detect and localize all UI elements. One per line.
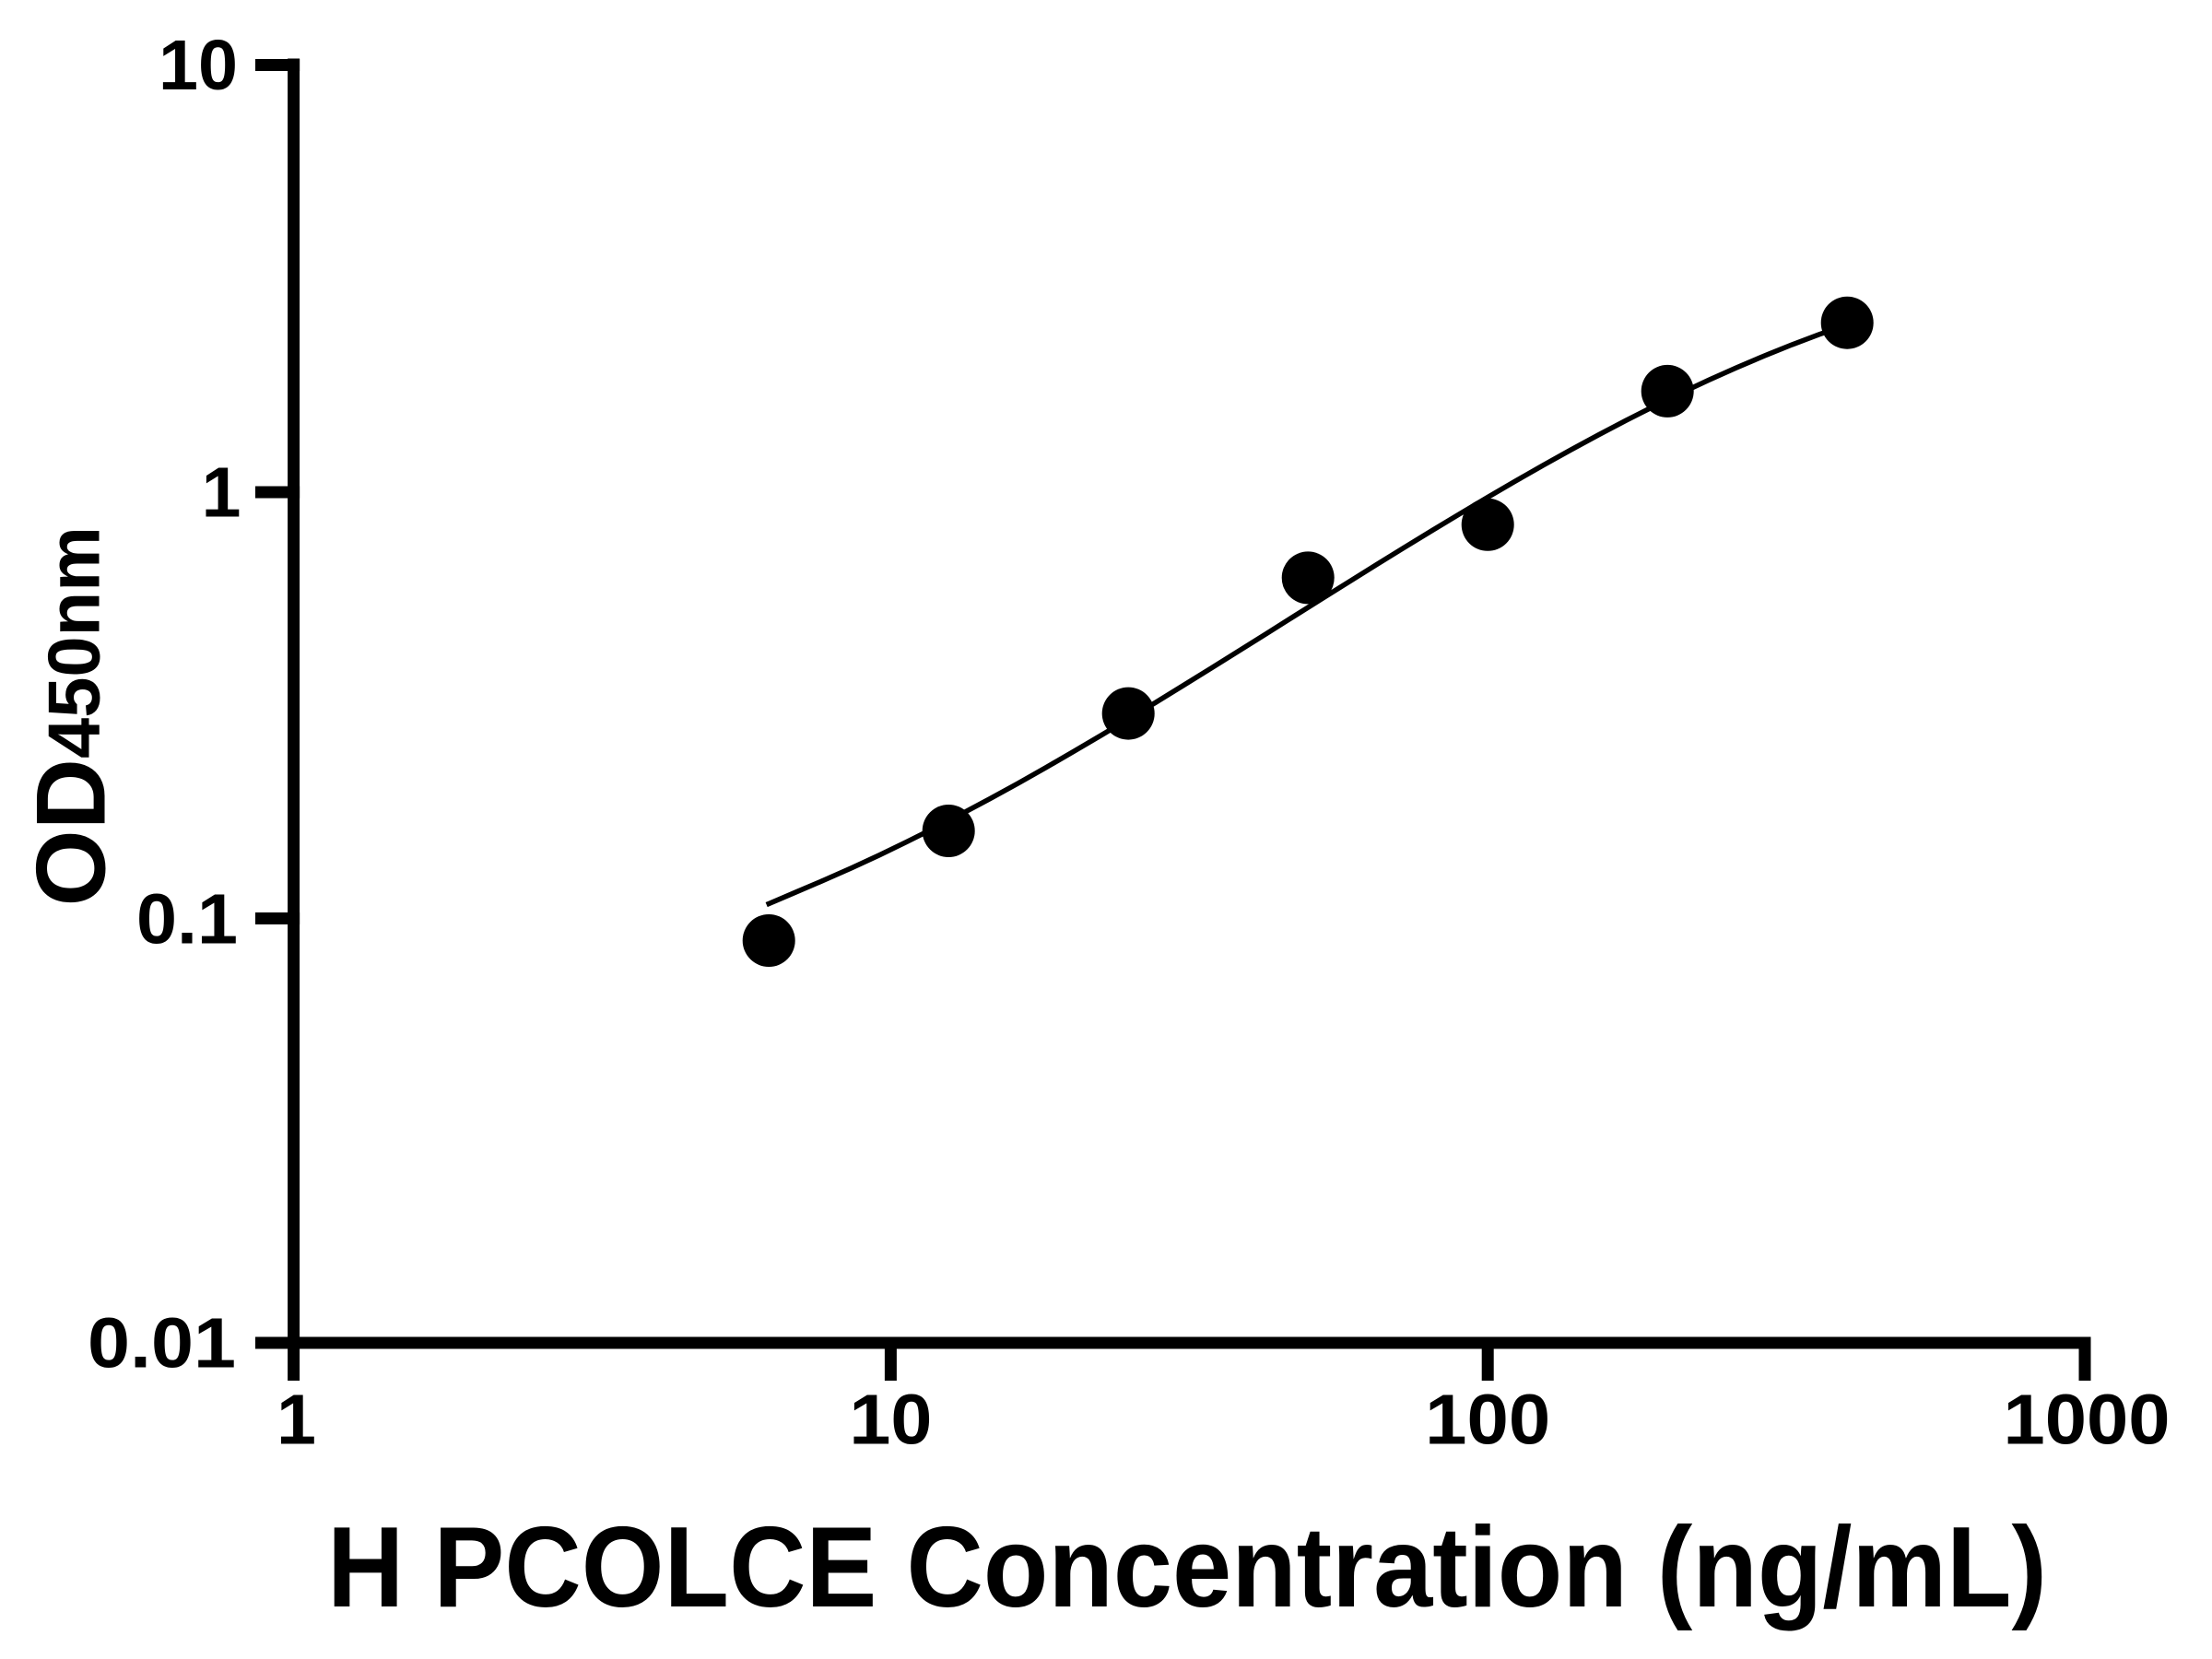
svg-text:10: 10: [849, 1381, 932, 1460]
svg-text:H PCOLCE Concentration (ng/mL): H PCOLCE Concentration (ng/mL): [327, 1504, 2047, 1631]
svg-text:0.01: 0.01: [88, 1304, 236, 1383]
svg-text:100: 100: [1425, 1381, 1550, 1460]
svg-text:10: 10: [159, 26, 238, 105]
svg-text:1: 1: [202, 453, 241, 533]
svg-text:1000: 1000: [2004, 1381, 2171, 1460]
svg-text:1: 1: [276, 1381, 316, 1460]
svg-text:0.1: 0.1: [136, 880, 238, 959]
svg-text:OD450nm: OD450nm: [16, 526, 126, 906]
